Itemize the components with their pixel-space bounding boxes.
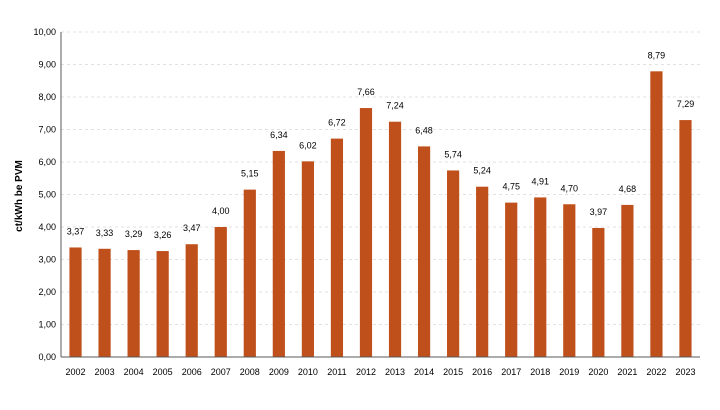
x-tick-label: 2013	[385, 367, 405, 377]
y-tick-label: 8,00	[38, 92, 56, 102]
data-label: 8,79	[648, 50, 666, 60]
x-tick-label: 2007	[211, 367, 231, 377]
data-label: 4,00	[212, 206, 230, 216]
bar	[69, 247, 82, 357]
bars	[69, 71, 692, 357]
y-axis-title: ct/kWh be PVM	[14, 160, 25, 232]
axes: 0,00 1,00 2,00 3,00 4,00 5,00 6,00 7,00 8,00 9,00…	[33, 27, 700, 377]
bar	[214, 227, 227, 357]
bar	[156, 251, 169, 357]
y-tick-label: 7,00	[38, 125, 56, 135]
gridlines	[61, 31, 700, 325]
x-tick-label: 2014	[414, 367, 434, 377]
data-label: 3,37	[67, 226, 85, 236]
y-tick-label: 4,00	[38, 222, 56, 232]
data-label: 5,24	[473, 166, 491, 176]
x-tick-label: 2016	[472, 367, 492, 377]
bar	[185, 244, 198, 357]
bar	[679, 120, 692, 357]
data-labels: 3,37 3,33 3,29 3,26 3,47 4,00 5,15 6,34 6,02 6,72…	[67, 50, 694, 240]
x-tick-label: 2023	[675, 367, 695, 377]
bar	[505, 202, 518, 357]
bar	[243, 189, 256, 357]
data-label: 3,33	[96, 228, 114, 238]
data-label: 6,02	[299, 140, 317, 150]
y-tick-label: 6,00	[38, 157, 56, 167]
x-tick-label: 2019	[559, 367, 579, 377]
bar	[563, 204, 576, 357]
data-label: 6,48	[415, 125, 433, 135]
x-tick-label: 2002	[66, 367, 86, 377]
x-tick-label: 2011	[327, 367, 346, 377]
data-label: 4,91	[531, 176, 549, 186]
x-tick-label: 2020	[588, 367, 608, 377]
y-tick-label: 1,00	[38, 320, 56, 330]
bar	[650, 71, 663, 357]
y-tick-label: 0,00	[38, 352, 56, 362]
y-tick-label: 9,00	[38, 60, 56, 70]
bar	[417, 146, 431, 357]
x-tick-label: 2008	[240, 367, 260, 377]
data-label: 4,75	[502, 182, 520, 192]
bar	[621, 204, 634, 357]
y-tick-label: 2,00	[38, 287, 56, 297]
data-label: 7,66	[357, 87, 375, 97]
y-tick-label: 10,00	[33, 27, 56, 37]
x-tick-label: 2010	[298, 367, 318, 377]
x-tick-label: 2021	[617, 367, 637, 377]
bar	[301, 161, 314, 357]
bar	[476, 186, 489, 357]
x-tick-label: 2015	[443, 367, 463, 377]
x-tick-label: 2009	[269, 367, 289, 377]
x-tick-label: 2004	[124, 367, 144, 377]
bar	[330, 138, 344, 357]
data-label: 3,47	[183, 223, 201, 233]
y-tick-label: 3,00	[38, 255, 56, 265]
bar	[272, 150, 285, 357]
data-label: 3,26	[154, 230, 172, 240]
data-label: 7,29	[677, 99, 695, 109]
data-label: 6,72	[328, 118, 346, 128]
data-label: 7,24	[386, 101, 404, 111]
x-tick-label: 2017	[501, 367, 521, 377]
data-label: 4,70	[561, 183, 579, 193]
x-tick-label: 2012	[356, 367, 376, 377]
y-tick-label: 5,00	[38, 190, 56, 200]
x-tick-label: 2018	[530, 367, 550, 377]
x-tick-label: 2022	[646, 367, 666, 377]
data-label: 3,29	[125, 229, 143, 239]
data-label: 6,34	[270, 130, 288, 140]
bar	[359, 108, 373, 357]
data-label: 5,74	[444, 149, 462, 159]
x-tick-label: 2006	[182, 367, 202, 377]
data-label: 4,68	[619, 184, 637, 194]
bar	[127, 250, 140, 357]
data-label: 3,97	[590, 207, 608, 217]
bar	[98, 248, 111, 357]
data-label: 5,15	[241, 169, 259, 179]
bar	[388, 121, 402, 357]
bar	[447, 170, 460, 357]
x-tick-label: 2003	[95, 367, 115, 377]
bar	[534, 197, 547, 357]
x-tick-label: 2005	[153, 367, 173, 377]
bar	[592, 227, 605, 357]
